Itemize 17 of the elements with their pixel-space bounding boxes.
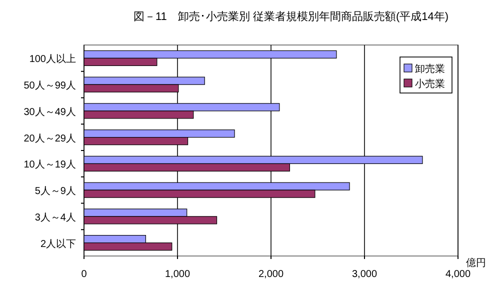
x-axis-title: 億円 bbox=[466, 257, 486, 269]
y-tick-label: 30人～49人 bbox=[24, 106, 76, 118]
y-tick-label: 20人～29人 bbox=[24, 133, 76, 144]
x-tick-label: 1,000 bbox=[164, 269, 190, 280]
x-tick-label: 4,000 bbox=[445, 269, 471, 280]
legend-label: 卸売業 bbox=[415, 63, 445, 75]
y-tick-label: 100人以上 bbox=[29, 53, 76, 66]
x-tick-label: 0 bbox=[81, 269, 88, 280]
y-tick-label: 2人以下 bbox=[40, 238, 76, 250]
legend-label: 小売業 bbox=[415, 78, 445, 90]
y-tick-label: 3人～4人 bbox=[34, 212, 76, 224]
y-tick-label: 50人～99人 bbox=[24, 80, 76, 92]
x-tick-label: 3,000 bbox=[352, 269, 378, 280]
chart-title: 図－11 卸売･小売業別 従業者規模別年間商品販売額(平成14年) bbox=[133, 10, 449, 23]
x-tick-label: 2,000 bbox=[258, 269, 284, 280]
y-tick-label: 10人～19人 bbox=[24, 160, 76, 171]
y-tick-label: 5人～9人 bbox=[34, 186, 76, 198]
